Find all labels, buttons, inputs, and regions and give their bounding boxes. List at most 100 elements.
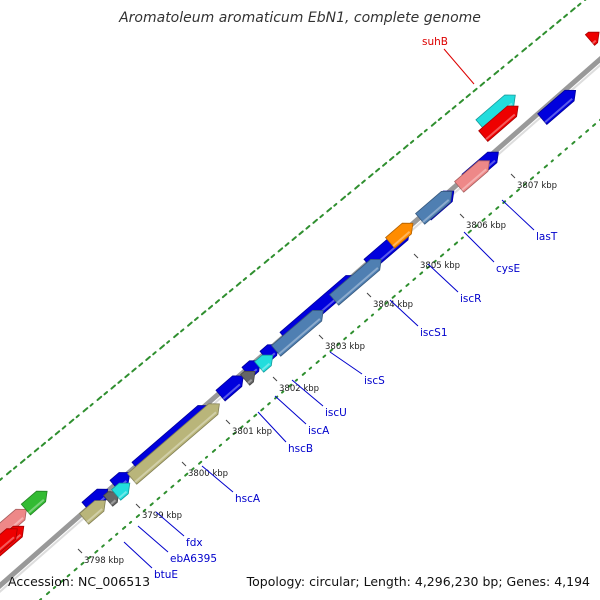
gc-dot [516, 188, 521, 193]
kbp-label-5: 3803 kbp [318, 334, 365, 352]
kbp-tick [135, 503, 141, 509]
gc-dot [166, 340, 171, 344]
gene-highlight [392, 230, 411, 247]
gc-dot [75, 414, 80, 419]
gene-body [79, 500, 106, 525]
gc-dot [405, 283, 410, 287]
gc-dot [439, 253, 445, 258]
inner-gene-6 [271, 309, 324, 357]
gc-dot [110, 384, 116, 390]
gene-label-lasT: lasT [501, 199, 558, 243]
gc-dot [12, 465, 18, 470]
gc-dot [103, 391, 109, 396]
gc-dot [465, 93, 471, 99]
gc-dot [402, 144, 409, 150]
gene-features[interactable] [0, 31, 600, 560]
gene-body [385, 222, 414, 249]
label-leader [291, 379, 324, 407]
gc-dot [409, 139, 415, 144]
gc-dot [96, 395, 103, 401]
gc-dot [486, 76, 492, 81]
gc-dot [370, 313, 375, 317]
gene-label-iscU: iscU [291, 379, 347, 419]
gc-dot [239, 425, 244, 430]
gc-dot [444, 110, 451, 116]
gc-dot [47, 436, 53, 441]
gc-dot [138, 362, 144, 367]
gc-dot [246, 419, 251, 424]
gene-body [478, 105, 519, 142]
gc-dot [260, 407, 265, 412]
gc-dot [68, 418, 75, 424]
gc-dot [163, 490, 168, 495]
gene-body [240, 370, 256, 386]
gene-highlight [485, 113, 516, 140]
gc-dot [156, 496, 161, 501]
label-leader [443, 48, 475, 85]
label-leader [501, 199, 535, 231]
gc-dot [82, 407, 89, 413]
gene-highlight [261, 362, 271, 371]
kbp-tick [181, 461, 187, 467]
kbp-label-9: 3807 kbp [510, 173, 557, 191]
label-leader [389, 299, 419, 327]
gc-dot [479, 81, 486, 87]
label-leader [427, 263, 459, 293]
gc-dot [488, 212, 493, 216]
gene-body [584, 31, 600, 46]
gc-dot [326, 207, 333, 213]
gc-dot [472, 87, 478, 93]
gc-dot [52, 585, 57, 590]
label-leader [201, 465, 234, 493]
kbp-label-8: 3806 kbp [459, 213, 506, 231]
gene-highlight [336, 267, 379, 304]
gene-label-iscR: iscR [427, 263, 481, 305]
gc-dot [228, 288, 234, 293]
gene-body [254, 354, 274, 373]
gc-dot [121, 525, 127, 530]
gene-body [241, 360, 261, 379]
gc-dot [430, 121, 437, 127]
gc-dot [40, 441, 47, 447]
gene-body [0, 528, 18, 554]
gene-label-hscB: hscB [257, 411, 313, 455]
gc-dot [535, 35, 541, 41]
gc-dot [294, 378, 299, 382]
gene-body [20, 490, 48, 516]
gene-red-corner [584, 31, 600, 46]
gc-dot [577, 2, 582, 7]
inner-gene-9 [415, 190, 453, 225]
gc-dot [242, 277, 248, 281]
gene-label-btuE: btuE [123, 541, 178, 581]
gc-dot [446, 248, 451, 252]
kbp-scale-labels: 3798 kbp 3799 kbp 3800 kbp 3801 kbp 3802 kbp… [77, 173, 557, 566]
gc-dot [211, 448, 217, 453]
gc-dot [460, 236, 464, 240]
kbp-tick [272, 376, 278, 382]
gene-labels[interactable]: btuE ebA6395 fdx hscA hscB iscA iscU iscS iscS1 i… [123, 36, 558, 581]
gc-dot [419, 271, 424, 276]
inner-gene-10 [454, 160, 490, 193]
gc-dot [528, 42, 533, 47]
gc-dot [80, 561, 85, 566]
gc-dot [495, 206, 500, 210]
gc-dot [474, 224, 479, 228]
inner-gene-3 [127, 403, 220, 485]
kbp-text: 3804 kbp [373, 300, 413, 310]
gc-dot [563, 13, 568, 19]
gene-label-iscS1: iscS1 [389, 299, 448, 339]
kbp-label-7: 3805 kbp [413, 253, 460, 271]
inner-gene-2 [111, 482, 131, 501]
map-title: Aromatoleum aromaticum EbN1, complete ge… [119, 10, 481, 26]
gc-dot [556, 18, 562, 24]
gc-dot [108, 537, 113, 542]
inner-gene-8 [385, 222, 414, 249]
kbp-label-4: 3802 kbp [272, 376, 319, 394]
gc-dot [267, 402, 271, 406]
kbp-tick [318, 334, 324, 340]
gene-green-left [20, 490, 48, 516]
gc-dot [564, 147, 569, 151]
gc-dot [180, 328, 185, 333]
label-leader [329, 351, 363, 375]
